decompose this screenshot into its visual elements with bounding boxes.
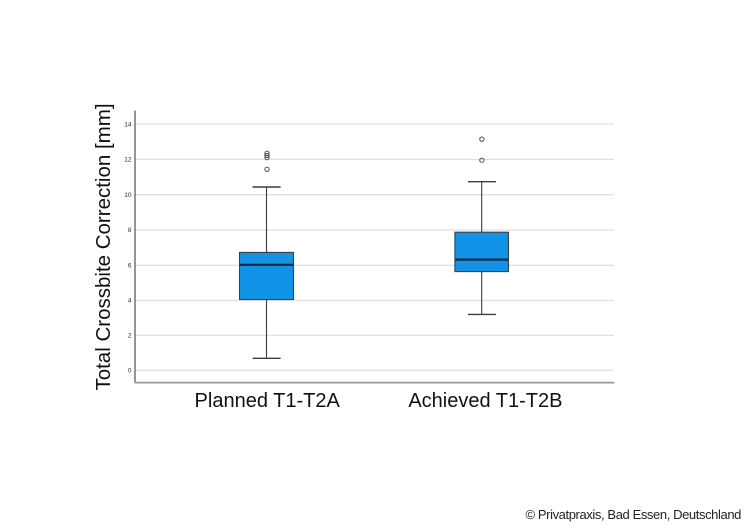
svg-text:2: 2 <box>128 333 132 340</box>
svg-text:8: 8 <box>128 227 132 234</box>
svg-text:Achieved T1-T2B: Achieved T1-T2B <box>408 390 562 412</box>
svg-text:6: 6 <box>128 263 132 270</box>
svg-text:10: 10 <box>124 192 132 199</box>
svg-text:Planned T1-T2A: Planned T1-T2A <box>195 390 341 412</box>
svg-text:4: 4 <box>128 298 132 305</box>
svg-text:14: 14 <box>124 121 132 128</box>
svg-text:© Privatpraxis, Bad Essen, Deu: © Privatpraxis, Bad Essen, Deutschland <box>526 507 742 522</box>
svg-text:12: 12 <box>124 157 132 164</box>
svg-text:0: 0 <box>128 367 132 374</box>
svg-text:Total Crossbite Correction [mm: Total Crossbite Correction [mm] <box>92 103 115 390</box>
